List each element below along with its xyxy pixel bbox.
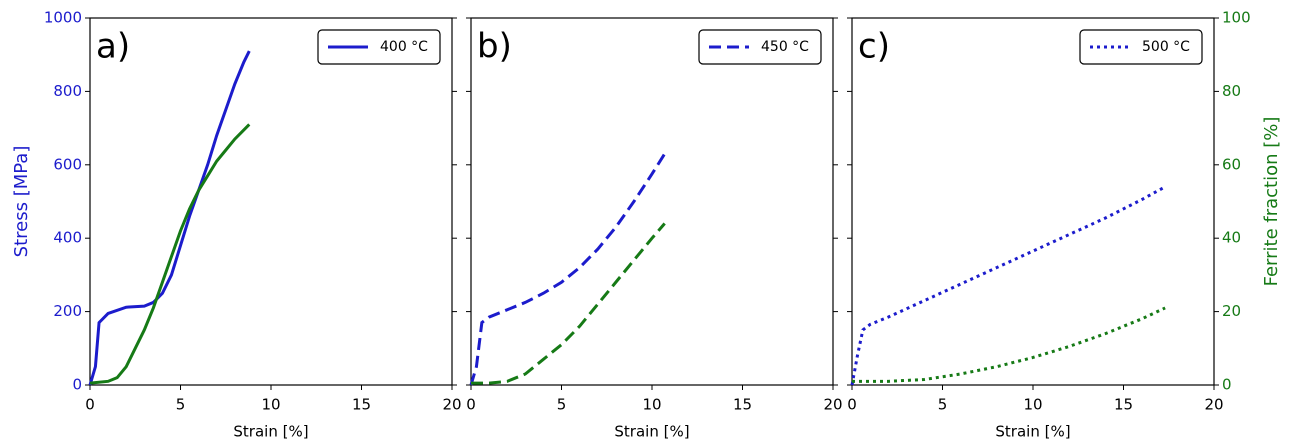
x-tick-label: 5 xyxy=(938,396,948,414)
y-tick-label: 1000 xyxy=(44,9,82,27)
data-line xyxy=(88,50,251,386)
x-tick-label: 10 xyxy=(642,396,661,414)
legend-box xyxy=(1079,29,1203,65)
y2-tick-label: 80 xyxy=(1222,82,1241,100)
y-tick-label: 0 xyxy=(72,376,82,394)
x-tick-label: 15 xyxy=(352,396,371,414)
data-line xyxy=(852,306,1166,383)
legend-label: 450 °C xyxy=(761,39,809,55)
y2-tick-label: 0 xyxy=(1222,376,1232,394)
x-axis-label: Strain [%] xyxy=(995,423,1070,441)
x-tick-label: 0 xyxy=(847,396,857,414)
y-tick-label: 400 xyxy=(53,229,82,247)
data-line xyxy=(850,185,1166,386)
x-tick-label: 15 xyxy=(733,396,752,414)
x-axis-label: Strain [%] xyxy=(233,423,308,441)
x-tick-label: 0 xyxy=(466,396,476,414)
legend-label: 500 °C xyxy=(1142,39,1190,55)
x-tick-label: 20 xyxy=(442,396,461,414)
legend-box xyxy=(698,29,822,65)
x-tick-label: 5 xyxy=(557,396,567,414)
x-tick-label: 5 xyxy=(176,396,186,414)
data-line xyxy=(89,123,251,385)
plot-frame xyxy=(851,17,1215,386)
panel-label: c) xyxy=(858,27,890,67)
x-tick-label: 10 xyxy=(261,396,280,414)
plot-frame xyxy=(470,17,834,386)
x-tick-label: 15 xyxy=(1114,396,1133,414)
y-tick-label: 800 xyxy=(53,82,82,100)
y-axis-label: Stress [MPa] xyxy=(11,146,32,258)
panel-label: a) xyxy=(96,27,130,67)
y2-tick-label: 100 xyxy=(1222,9,1251,27)
y-tick-label: 600 xyxy=(53,155,82,173)
y2-axis-label: Ferrite fraction [%] xyxy=(1261,117,1282,287)
x-tick-label: 0 xyxy=(85,396,95,414)
x-tick-label: 10 xyxy=(1023,396,1042,414)
y-tick-label: 200 xyxy=(53,302,82,320)
y2-tick-label: 20 xyxy=(1222,302,1241,320)
panel-label: b) xyxy=(477,27,512,67)
x-axis-label: Strain [%] xyxy=(614,423,689,441)
x-tick-label: 20 xyxy=(1204,396,1223,414)
legend-label: 400 °C xyxy=(380,39,428,55)
x-tick-label: 20 xyxy=(823,396,842,414)
y2-tick-label: 40 xyxy=(1222,229,1241,247)
data-line xyxy=(469,152,666,386)
data-line xyxy=(471,222,666,385)
legend-box xyxy=(317,29,441,65)
y2-tick-label: 60 xyxy=(1222,155,1241,173)
